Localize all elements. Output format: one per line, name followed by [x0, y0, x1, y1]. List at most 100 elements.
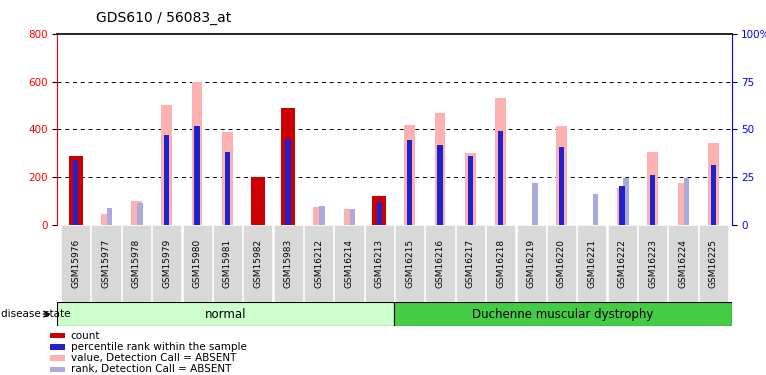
Bar	[650, 175, 656, 225]
Text: GSM15983: GSM15983	[283, 239, 293, 288]
Bar	[182, 225, 211, 302]
Bar	[224, 152, 231, 225]
Bar	[593, 194, 598, 225]
Bar	[435, 112, 445, 225]
Bar	[195, 126, 200, 225]
Bar	[556, 126, 567, 225]
Bar	[50, 333, 65, 338]
Text: disease state: disease state	[1, 309, 70, 319]
Text: GSM15982: GSM15982	[254, 239, 262, 288]
Bar	[404, 124, 415, 225]
Bar	[669, 225, 698, 302]
Bar	[91, 225, 120, 302]
Text: GSM16216: GSM16216	[436, 239, 444, 288]
Bar	[456, 225, 485, 302]
Bar	[607, 225, 637, 302]
Bar	[273, 225, 303, 302]
Bar	[50, 367, 65, 372]
Bar	[122, 225, 151, 302]
Bar	[61, 225, 90, 302]
Bar	[244, 225, 273, 302]
Bar	[711, 165, 716, 225]
Bar	[50, 356, 65, 361]
Text: GSM16217: GSM16217	[466, 239, 475, 288]
Text: GSM16221: GSM16221	[588, 239, 597, 288]
Text: normal: normal	[205, 308, 247, 321]
Text: GSM15976: GSM15976	[71, 239, 80, 288]
Bar	[684, 178, 689, 225]
Bar	[647, 152, 658, 225]
Bar	[638, 225, 667, 302]
Bar	[213, 225, 242, 302]
Bar	[372, 196, 386, 225]
Bar	[617, 188, 627, 225]
Bar	[465, 153, 476, 225]
Bar	[222, 132, 233, 225]
Bar	[496, 98, 506, 225]
Text: GSM16224: GSM16224	[679, 239, 687, 288]
Text: GSM16218: GSM16218	[496, 239, 506, 288]
Bar	[699, 225, 728, 302]
Bar	[532, 183, 538, 225]
Bar	[437, 145, 443, 225]
Text: GSM16213: GSM16213	[375, 239, 384, 288]
Bar	[558, 147, 565, 225]
Bar	[377, 202, 382, 225]
Bar	[253, 177, 264, 225]
Bar	[286, 139, 291, 225]
Text: Duchenne muscular dystrophy: Duchenne muscular dystrophy	[473, 308, 653, 321]
Bar	[486, 225, 516, 302]
Bar	[350, 210, 355, 225]
Bar	[620, 186, 625, 225]
Bar	[164, 135, 169, 225]
Bar	[313, 207, 324, 225]
Text: GSM15979: GSM15979	[162, 239, 172, 288]
Text: GSM15981: GSM15981	[223, 239, 232, 288]
Bar	[192, 82, 202, 225]
Text: GSM16222: GSM16222	[617, 239, 627, 288]
Bar	[365, 225, 394, 302]
Bar	[395, 225, 424, 302]
Bar	[69, 156, 83, 225]
Text: count: count	[70, 331, 100, 340]
Bar	[162, 105, 172, 225]
Bar	[107, 208, 113, 225]
Text: GSM16215: GSM16215	[405, 239, 414, 288]
Bar	[304, 225, 333, 302]
Bar	[498, 130, 503, 225]
Text: GSM16220: GSM16220	[557, 239, 566, 288]
Bar	[407, 140, 412, 225]
Text: rank, Detection Call = ABSENT: rank, Detection Call = ABSENT	[70, 364, 231, 374]
Text: GSM15980: GSM15980	[192, 239, 201, 288]
Bar	[708, 142, 719, 225]
Text: GSM15977: GSM15977	[102, 239, 110, 288]
Text: GSM16219: GSM16219	[527, 239, 535, 288]
Text: GSM15978: GSM15978	[132, 239, 141, 288]
Bar	[137, 204, 142, 225]
Bar	[131, 201, 142, 225]
Bar	[319, 206, 325, 225]
Text: GDS610 / 56083_at: GDS610 / 56083_at	[96, 11, 231, 25]
Bar	[678, 183, 689, 225]
Bar	[344, 210, 354, 225]
Bar	[281, 108, 295, 225]
Bar	[394, 302, 732, 326]
Bar	[516, 225, 545, 302]
Bar	[623, 178, 629, 225]
Text: percentile rank within the sample: percentile rank within the sample	[70, 342, 247, 352]
Bar	[73, 160, 78, 225]
Bar	[425, 225, 454, 302]
Bar	[152, 225, 182, 302]
Text: GSM16214: GSM16214	[345, 239, 353, 288]
Bar	[468, 156, 473, 225]
Bar	[547, 225, 576, 302]
Bar	[57, 302, 394, 326]
Text: value, Detection Call = ABSENT: value, Detection Call = ABSENT	[70, 353, 236, 363]
Text: GSM16225: GSM16225	[709, 239, 718, 288]
Bar	[50, 344, 65, 350]
Bar	[335, 225, 364, 302]
Text: GSM16212: GSM16212	[314, 239, 323, 288]
Text: GSM16223: GSM16223	[648, 239, 657, 288]
Bar	[100, 214, 111, 225]
Bar	[578, 225, 607, 302]
